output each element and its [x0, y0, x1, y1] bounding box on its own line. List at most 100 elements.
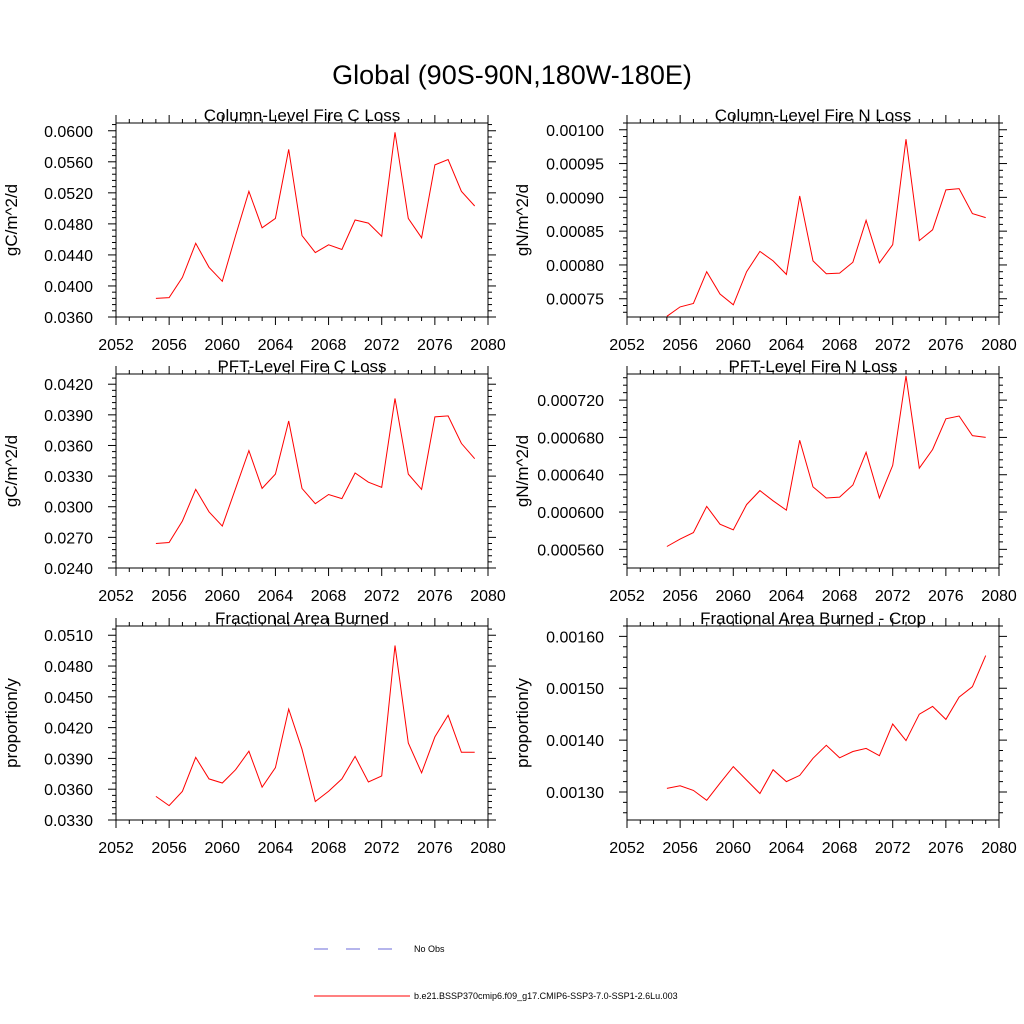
x-tick-label: 2080 — [981, 840, 1017, 857]
plot-frame — [626, 373, 1000, 569]
y-tick-label: 0.0360 — [44, 310, 93, 327]
x-tick-label: 2068 — [822, 840, 858, 857]
plot-frame — [115, 625, 489, 821]
y-tick-label: 0.00100 — [546, 123, 604, 140]
x-tick-label: 2076 — [928, 337, 964, 354]
x-tick-label: 2068 — [822, 588, 858, 605]
plot-frame — [115, 122, 489, 318]
y-tick-label: 0.0480 — [44, 217, 93, 234]
legend: No Obs b.e21.BSSP370cmip6.f09_g17.CMIP6-… — [314, 944, 678, 1001]
y-axis-label: gN/m^2/d — [513, 184, 532, 256]
plot-frame — [626, 122, 1000, 318]
y-axis-label: proportion/y — [2, 678, 21, 768]
x-tick-label: 2052 — [609, 588, 645, 605]
x-tick-label: 2068 — [311, 588, 347, 605]
x-tick-label: 2064 — [769, 840, 805, 857]
y-tick-label: 0.0360 — [44, 782, 93, 799]
y-axis-label: gC/m^2/d — [2, 184, 21, 256]
y-tick-label: 0.0510 — [44, 628, 93, 645]
x-tick-label: 2060 — [715, 588, 751, 605]
y-tick-label: 0.00090 — [546, 190, 604, 207]
x-tick-label: 2052 — [609, 337, 645, 354]
panels: 2052 2056 2060 2064 2068 2072 2076 2080 0.0360 0.… — [2, 106, 1017, 857]
x-tick-label: 2056 — [151, 840, 187, 857]
x-tick-label: 2052 — [98, 337, 134, 354]
legend-model-label: b.e21.BSSP370cmip6.f09_g17.CMIP6-SSP3-7.… — [414, 991, 678, 1001]
y-tick-label: 0.00130 — [546, 785, 604, 802]
panel-title: PFT-Level Fire C Loss — [217, 357, 386, 376]
x-tick-label: 2080 — [981, 588, 1017, 605]
y-axis-label: gC/m^2/d — [2, 435, 21, 507]
y-tick-label: 0.0330 — [44, 813, 93, 830]
x-tick-label: 2060 — [204, 840, 240, 857]
x-tick-label: 2056 — [662, 588, 698, 605]
x-tick-label: 2072 — [875, 337, 911, 354]
x-tick-label: 2068 — [311, 337, 347, 354]
x-tick-label: 2080 — [981, 337, 1017, 354]
y-tick-label: 0.0420 — [44, 721, 93, 738]
x-tick-label: 2052 — [98, 840, 134, 857]
y-tick-label: 0.0390 — [44, 408, 93, 425]
y-tick-label: 0.000720 — [537, 393, 604, 410]
series-line — [155, 132, 476, 299]
panel-2: 2052 2056 2060 2064 2068 2072 2076 2080 0.00075 0… — [513, 106, 1017, 354]
x-tick-label: 2060 — [715, 840, 751, 857]
x-tick-label: 2080 — [470, 337, 506, 354]
x-tick-label: 2072 — [364, 840, 400, 857]
y-tick-label: 0.0360 — [44, 438, 93, 455]
y-tick-label: 0.00080 — [546, 258, 604, 275]
x-tick-label: 2052 — [98, 588, 134, 605]
y-axis-label: proportion/y — [513, 678, 532, 768]
y-tick-label: 0.00075 — [546, 292, 604, 309]
panel-title: PFT-Level Fire N Loss — [728, 357, 897, 376]
y-axis-label: gN/m^2/d — [513, 435, 532, 507]
x-tick-label: 2076 — [928, 840, 964, 857]
x-tick-label: 2072 — [875, 588, 911, 605]
figure-title: Global (90S-90N,180W-180E) — [332, 60, 692, 90]
y-tick-label: 0.000680 — [537, 430, 604, 447]
y-tick-label: 0.00095 — [546, 157, 604, 174]
series-line — [155, 398, 476, 544]
x-tick-label: 2052 — [609, 840, 645, 857]
y-tick-label: 0.0240 — [44, 561, 93, 578]
plot-frame — [626, 625, 1000, 821]
x-tick-label: 2080 — [470, 588, 506, 605]
x-tick-label: 2064 — [258, 337, 294, 354]
series-line — [666, 139, 986, 317]
panel-title: Fractional Area Burned - Crop — [700, 609, 926, 628]
x-tick-label: 2076 — [417, 337, 453, 354]
y-tick-label: 0.00160 — [546, 629, 604, 646]
panel-title: Column-Level Fire C Loss — [204, 106, 401, 125]
y-tick-label: 0.0560 — [44, 155, 93, 172]
y-tick-label: 0.0480 — [44, 659, 93, 676]
series-line — [666, 375, 986, 547]
x-tick-label: 2072 — [875, 840, 911, 857]
panel-title: Column-Level Fire N Loss — [715, 106, 912, 125]
x-tick-label: 2060 — [715, 337, 751, 354]
x-tick-label: 2072 — [364, 588, 400, 605]
series-line — [155, 645, 475, 807]
legend-obs-label: No Obs — [414, 944, 445, 954]
x-tick-label: 2068 — [822, 337, 858, 354]
x-tick-label: 2076 — [417, 840, 453, 857]
panel-6: 2052 2056 2060 2064 2068 2072 2076 2080 0.00130 0… — [513, 609, 1017, 857]
panel-3: 2052 2056 2060 2064 2068 2072 2076 2080 0.0240 0.… — [2, 357, 506, 605]
y-tick-label: 0.000640 — [537, 468, 604, 485]
x-tick-label: 2068 — [311, 840, 347, 857]
panel-title: Fractional Area Burned — [215, 609, 389, 628]
y-tick-label: 0.0390 — [44, 751, 93, 768]
x-tick-label: 2076 — [417, 588, 453, 605]
x-tick-label: 2060 — [204, 337, 240, 354]
x-tick-label: 2064 — [258, 588, 294, 605]
x-tick-label: 2064 — [769, 588, 805, 605]
panel-1: 2052 2056 2060 2064 2068 2072 2076 2080 0.0360 0.… — [2, 106, 506, 354]
y-tick-label: 0.0520 — [44, 186, 93, 203]
x-tick-label: 2056 — [151, 337, 187, 354]
y-tick-label: 0.0270 — [44, 530, 93, 547]
x-tick-label: 2064 — [769, 337, 805, 354]
y-tick-label: 0.00140 — [546, 733, 604, 750]
y-tick-label: 0.0330 — [44, 469, 93, 486]
y-tick-label: 0.0600 — [44, 124, 93, 141]
y-tick-label: 0.0420 — [44, 377, 93, 394]
